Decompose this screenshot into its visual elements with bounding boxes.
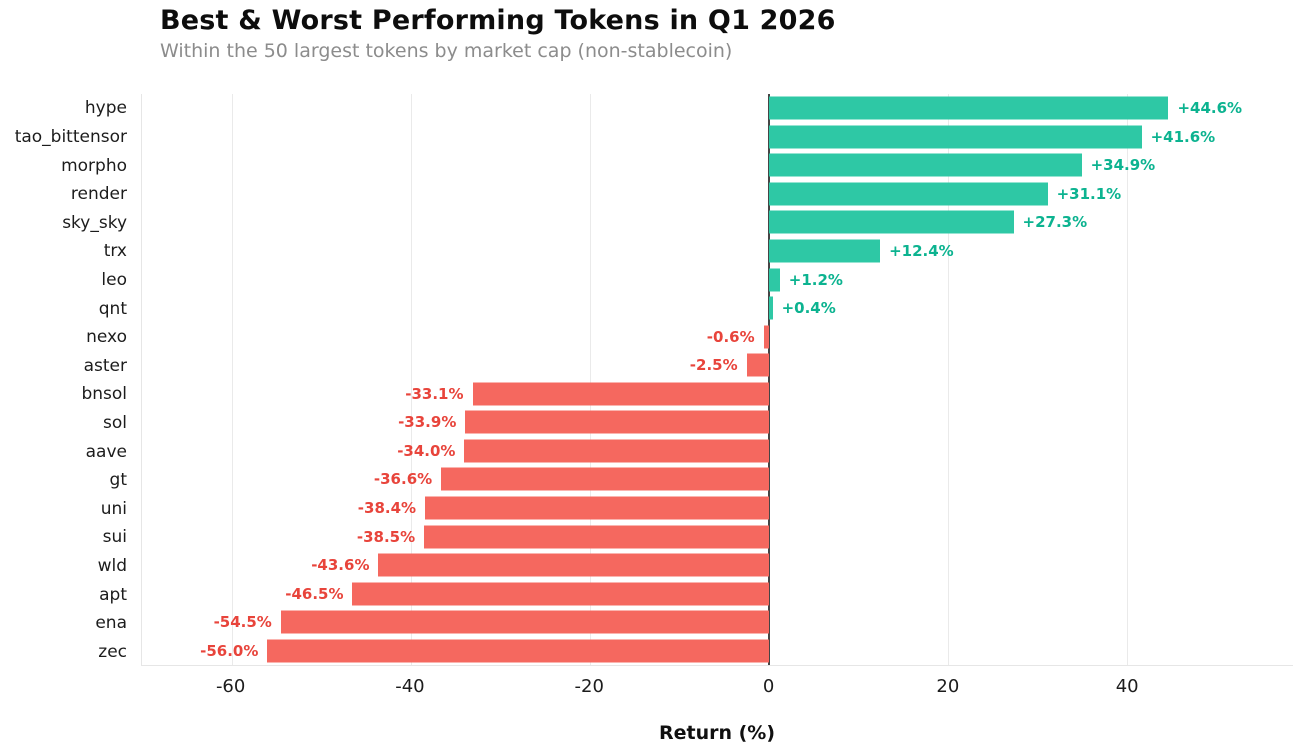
value-label-nexo: -0.6%: [706, 327, 755, 346]
value-label-leo: +1.2%: [788, 270, 843, 289]
value-label-apt: -46.5%: [285, 584, 344, 603]
y-tick-label-aster: aster: [83, 355, 127, 376]
bar-tao_bittensor: [769, 125, 1142, 149]
y-tick-label-sol: sol: [103, 412, 127, 433]
y-tick-label-uni: uni: [100, 498, 127, 519]
x-tick-label: 20: [936, 676, 960, 697]
y-tick-label-tao_bittensor: tao_bittensor: [14, 126, 127, 147]
y-tick-label-render: render: [70, 184, 127, 205]
bar-trx: [769, 239, 881, 263]
bar-qnt: [769, 296, 773, 320]
y-tick-label-ena: ena: [95, 613, 127, 634]
bar-render: [769, 182, 1048, 206]
value-label-tao_bittensor: +41.6%: [1150, 127, 1216, 146]
value-label-qnt: +0.4%: [781, 299, 836, 318]
value-label-trx: +12.4%: [889, 242, 954, 261]
bar-leo: [769, 268, 780, 292]
gridline: [1127, 94, 1129, 665]
bar-ena: [280, 610, 769, 634]
bar-apt: [352, 582, 769, 606]
x-tick-label: -20: [574, 676, 604, 697]
y-tick-label-apt: apt: [99, 584, 127, 605]
gridline: [589, 94, 591, 665]
y-tick-label-qnt: qnt: [98, 298, 127, 319]
chart-subtitle: Within the 50 largest tokens by market c…: [160, 40, 733, 62]
bar-uni: [425, 496, 769, 520]
value-label-aave: -34.0%: [397, 441, 456, 460]
value-label-hype: +44.6%: [1177, 99, 1243, 118]
y-tick-label-morpho: morpho: [61, 155, 127, 176]
bar-bnsol: [472, 382, 769, 406]
y-tick-label-gt: gt: [109, 470, 127, 491]
bar-aave: [464, 439, 769, 463]
bar-nexo: [763, 325, 769, 349]
value-label-morpho: +34.9%: [1090, 156, 1156, 175]
y-tick-label-aave: aave: [85, 441, 127, 462]
y-tick-label-hype: hype: [84, 98, 127, 119]
value-label-aster: -2.5%: [689, 356, 738, 375]
plot-area: +44.6% +41.6% +34.9% +31.1% +27.3% +12.4% +1.2…: [141, 94, 1293, 666]
value-label-sol: -33.9%: [398, 413, 457, 432]
value-label-uni: -38.4%: [357, 498, 417, 517]
value-label-render: +31.1%: [1056, 184, 1122, 203]
value-label-wld: -43.6%: [311, 556, 370, 575]
y-tick-label-leo: leo: [101, 269, 127, 290]
x-tick-label: 40: [1115, 676, 1139, 697]
y-tick-label-bnsol: bnsol: [81, 384, 127, 405]
y-tick-label-sky_sky: sky_sky: [62, 212, 127, 233]
value-label-bnsol: -33.1%: [405, 384, 464, 403]
x-tick-label: -60: [215, 676, 246, 697]
y-tick-label-wld: wld: [97, 555, 127, 576]
bar-sui: [424, 525, 769, 549]
zero-line: [768, 94, 770, 665]
bar-morpho: [769, 153, 1082, 177]
y-tick-label-trx: trx: [103, 241, 127, 262]
y-tick-label-sui: sui: [102, 527, 127, 548]
gridline: [948, 94, 950, 665]
x-tick-label: -40: [395, 676, 425, 697]
chart-title: Best & Worst Performing Tokens in Q1 202…: [160, 5, 836, 36]
x-axis-title: Return (%): [658, 722, 776, 744]
gridline: [231, 94, 233, 665]
bar-zec: [267, 639, 769, 663]
bar-gt: [441, 467, 769, 491]
value-label-sui: -38.5%: [356, 527, 416, 546]
gridline: [410, 94, 412, 665]
value-label-gt: -36.6%: [373, 470, 433, 489]
y-tick-label-zec: zec: [98, 641, 127, 662]
x-tick-label: 0: [762, 676, 775, 697]
y-tick-label-nexo: nexo: [86, 327, 127, 348]
bar-hype: [769, 96, 1169, 120]
x-axis: -60 -40 -20 0 20 40: [141, 672, 1293, 698]
bar-wld: [378, 553, 769, 577]
bar-sol: [465, 410, 769, 434]
value-label-zec: -56.0%: [200, 641, 259, 660]
value-label-ena: -54.5%: [213, 613, 272, 632]
bar-aster: [746, 353, 769, 377]
bar-sky_sky: [769, 210, 1014, 234]
value-label-sky_sky: +27.3%: [1022, 213, 1088, 232]
